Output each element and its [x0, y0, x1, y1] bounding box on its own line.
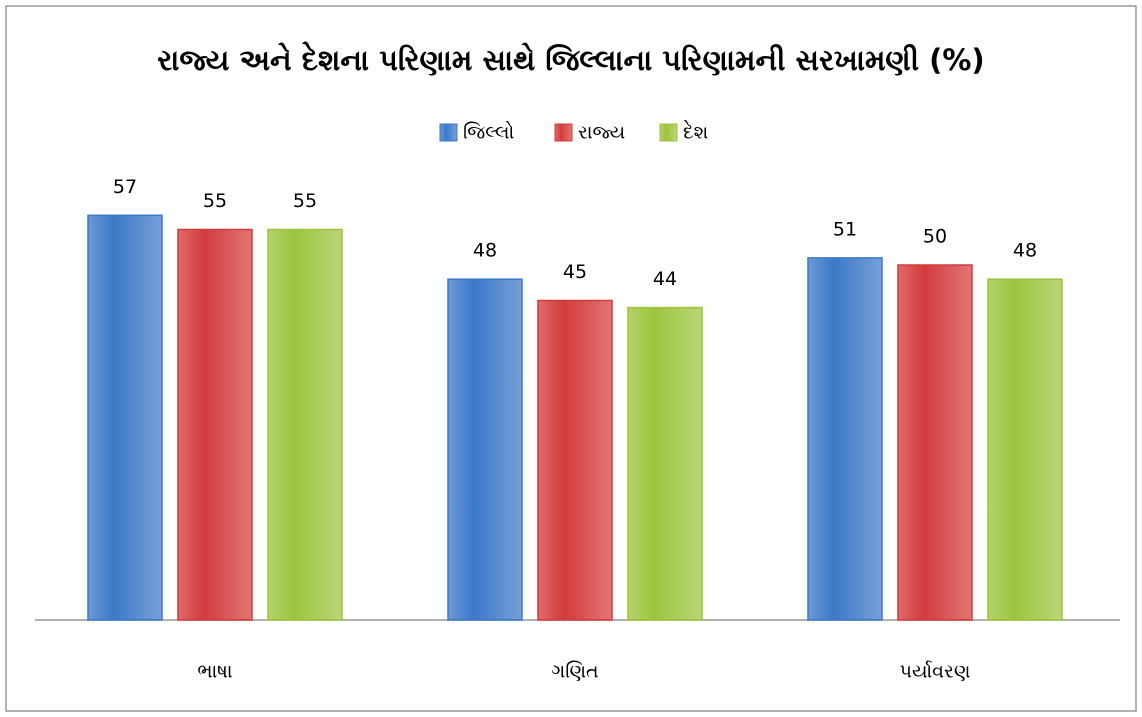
legend-swatch: [659, 123, 678, 142]
bar: [447, 278, 523, 621]
legend-label: રાજ્ય: [578, 122, 625, 144]
bar: [87, 214, 163, 621]
bar: [807, 257, 883, 621]
x-tick-label: પર્યાવરણ: [900, 661, 971, 683]
bar: [177, 228, 253, 621]
value-label: 48: [1013, 240, 1037, 262]
value-label: 44: [653, 268, 677, 290]
bar: [987, 278, 1063, 621]
bar: [267, 228, 343, 621]
bar: [897, 264, 973, 621]
value-label: 55: [293, 190, 317, 212]
x-tick-label: ગણિત: [551, 661, 598, 683]
value-label: 51: [833, 218, 857, 240]
value-label: 48: [473, 240, 497, 262]
legend-swatch: [554, 123, 573, 142]
legend-label: દેશ: [683, 121, 709, 144]
bar: [627, 306, 703, 621]
value-label: 55: [203, 190, 227, 212]
value-label: 57: [113, 176, 137, 198]
chart-title: રાજ્ય અને દેશના પરિણામ સાથે જિલ્લાના પરિ…: [157, 42, 984, 77]
x-tick-label: ભાષા: [197, 661, 232, 683]
bar: [537, 299, 613, 621]
legend-swatch: [439, 123, 458, 142]
value-label: 50: [923, 226, 947, 248]
legend-label: જિલ્લો: [463, 122, 514, 144]
value-label: 45: [563, 261, 587, 283]
